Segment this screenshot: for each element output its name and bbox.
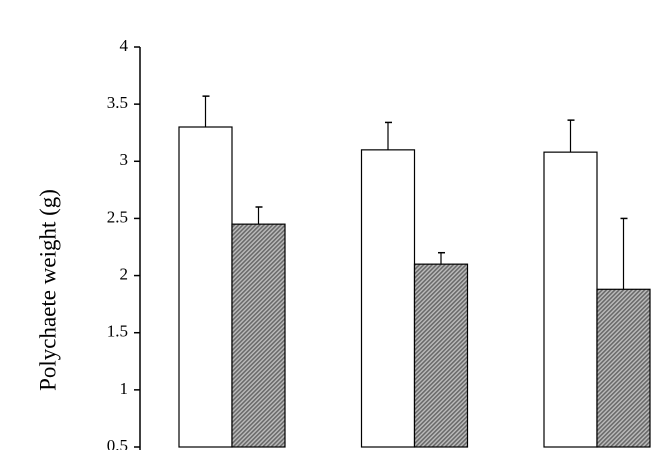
error-bar [620, 217, 628, 290]
y-tick-label: 1.5 [107, 322, 128, 341]
y-tick-label: 0.5 [107, 436, 128, 450]
bar [543, 151, 598, 448]
y-tick-label: 3 [120, 150, 129, 169]
bar [596, 288, 651, 448]
y-tick-label: 4 [120, 36, 129, 55]
y-tick-label: 2.5 [107, 207, 128, 226]
error-bar [385, 121, 392, 150]
bar [360, 149, 416, 448]
y-tick-label: 1 [120, 379, 129, 398]
bar [231, 223, 286, 448]
bar [413, 263, 469, 448]
error-bar [438, 251, 445, 265]
y-tick-label: 3.5 [107, 93, 128, 112]
y-axis-label: Polychaete weight (g) [35, 189, 60, 391]
error-bar [255, 206, 263, 225]
error-bar [202, 95, 210, 127]
error-bar [567, 119, 575, 153]
y-tick-label: 2 [120, 264, 129, 283]
bar [178, 126, 233, 448]
